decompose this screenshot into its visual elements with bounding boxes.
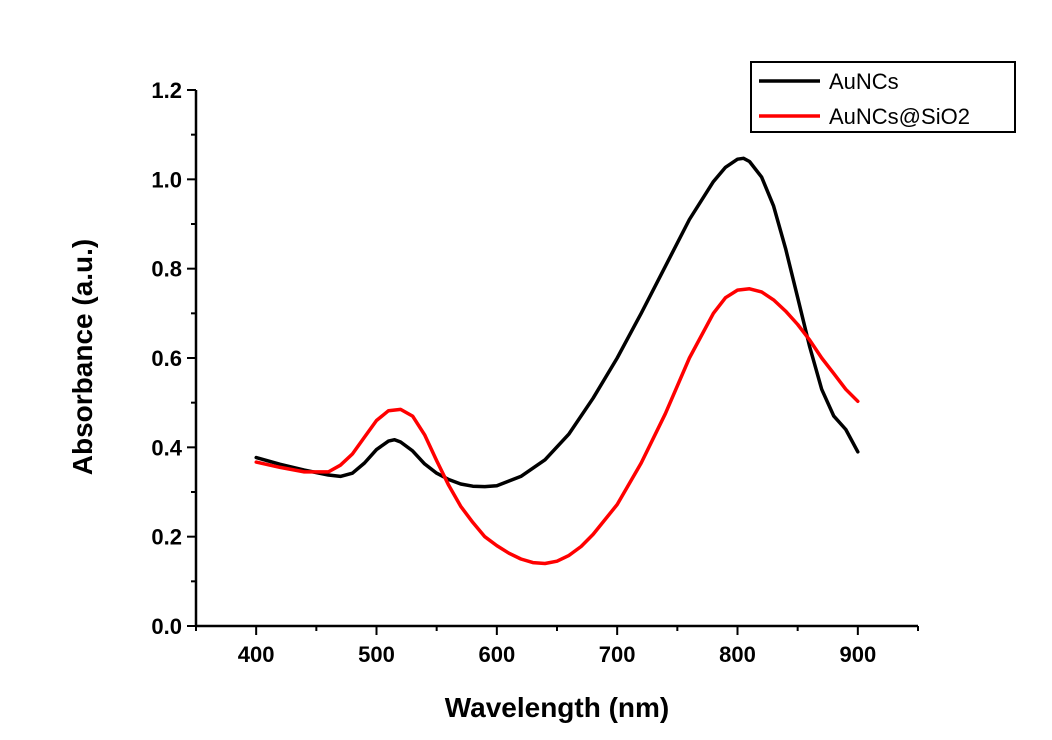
series-line-aunc-sio2 bbox=[254, 287, 860, 566]
legend: AuNCs AuNCs@SiO2 bbox=[750, 61, 1016, 133]
y-tick-label: 0.4 bbox=[151, 435, 182, 460]
y-tick-label: 0.0 bbox=[151, 614, 182, 639]
y-tick-label: 0.2 bbox=[151, 525, 182, 550]
y-tick-label: 1.0 bbox=[151, 167, 182, 192]
x-tick-label: 500 bbox=[358, 642, 395, 667]
y-axis-title: Absorbance (a.u.) bbox=[67, 239, 98, 475]
y-tick-label: 1.2 bbox=[151, 78, 182, 103]
x-tick-label: 700 bbox=[599, 642, 636, 667]
y-tick-label: 0.6 bbox=[151, 346, 182, 371]
x-tick-label: 600 bbox=[478, 642, 515, 667]
x-axis-title: Wavelength (nm) bbox=[445, 692, 670, 723]
series-layer bbox=[254, 156, 860, 566]
x-tick-label: 900 bbox=[839, 642, 876, 667]
x-tick-label: 800 bbox=[719, 642, 756, 667]
legend-box bbox=[750, 61, 1016, 133]
axes: 400 500 600 700 800 900 0.0 0.2 0.4 0.6 0.8 1.0 1.2 bbox=[151, 78, 919, 667]
series-line-aunc bbox=[254, 156, 860, 489]
x-tick-label: 400 bbox=[238, 642, 275, 667]
legend-label: AuNCs bbox=[829, 69, 899, 94]
y-tick-label: 0.8 bbox=[151, 257, 182, 282]
legend-label: AuNCs@SiO2 bbox=[829, 104, 970, 129]
